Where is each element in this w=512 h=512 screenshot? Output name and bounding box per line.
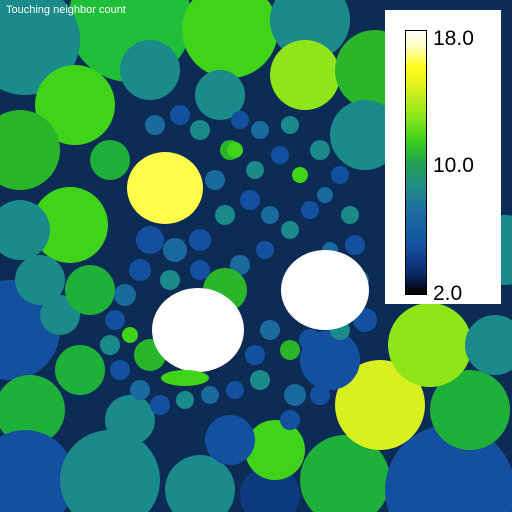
colorbar-legend: 18.0 10.0 2.0 [385, 10, 501, 304]
colorbar-max-label: 18.0 [433, 27, 474, 50]
colorbar-min-label: 2.0 [433, 282, 463, 305]
colorbar-gradient [405, 30, 427, 295]
high-count-cells [127, 152, 369, 386]
colorbar-mid-label: 10.0 [433, 154, 474, 177]
plot-title: Touching neighbor count [6, 4, 126, 16]
